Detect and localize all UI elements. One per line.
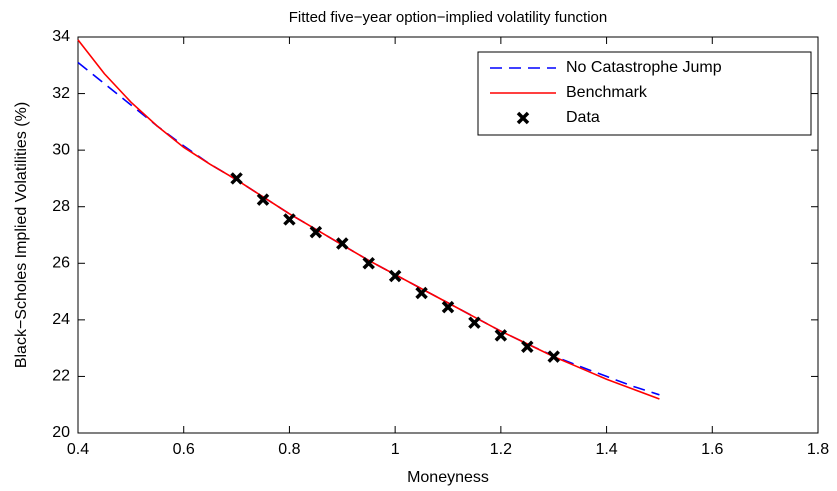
x-tick-label: 1 (391, 441, 400, 458)
x-axis-label: Moneyness (407, 469, 489, 486)
data-point (388, 269, 402, 283)
series-line (77, 39, 660, 400)
legend-label: Benchmark (566, 84, 648, 101)
y-tick-label: 34 (52, 28, 70, 45)
chart-title: Fitted five−year option−implied volatili… (289, 9, 608, 26)
data-point (309, 225, 323, 239)
data-point (283, 213, 296, 226)
legend-swatch (516, 111, 530, 125)
y-tick-label: 26 (52, 255, 70, 272)
data-point (547, 350, 560, 363)
x-tick-label: 0.8 (278, 441, 300, 458)
y-axis-label: Black−Scholes Implied Volatilities (%) (13, 102, 30, 368)
data-point (468, 316, 481, 329)
x-tick-label: 1.2 (490, 441, 512, 458)
data-point (521, 340, 534, 353)
x-tick-label: 1.6 (701, 441, 723, 458)
data-point (441, 300, 455, 314)
data-point (362, 257, 375, 270)
plot-area (77, 36, 819, 434)
y-tick-label: 24 (52, 311, 70, 328)
x-tick-label: 0.4 (67, 441, 89, 458)
data-point (230, 172, 243, 185)
x-tick-label: 1.8 (807, 441, 829, 458)
data-point (494, 329, 508, 342)
data-point (415, 286, 428, 300)
data-point (256, 193, 270, 206)
legend-label: Data (566, 109, 600, 126)
x-tick-label: 0.6 (173, 441, 195, 458)
y-tick-label: 22 (52, 368, 70, 385)
y-tick-label: 32 (52, 85, 70, 102)
x-tick-label: 1.4 (595, 441, 617, 458)
data-point (336, 237, 349, 250)
legend-label: No Catastrophe Jump (566, 59, 722, 76)
y-tick-label: 30 (52, 141, 70, 158)
y-tick-label: 28 (52, 198, 70, 215)
y-tick-label: 20 (52, 424, 70, 441)
